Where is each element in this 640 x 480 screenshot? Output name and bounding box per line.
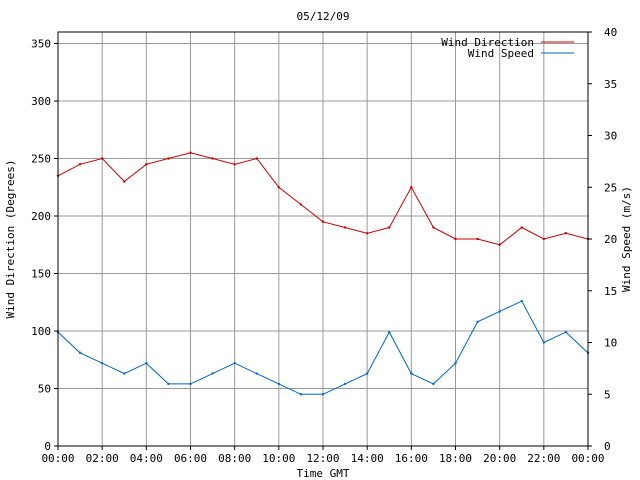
data-point bbox=[277, 382, 281, 386]
data-point bbox=[167, 382, 170, 386]
data-point bbox=[167, 157, 170, 160]
x-tick-label: 10:00 bbox=[262, 452, 295, 465]
data-point bbox=[343, 382, 347, 386]
series-layer bbox=[56, 151, 590, 396]
data-point bbox=[299, 203, 303, 206]
data-point bbox=[100, 362, 104, 365]
data-point bbox=[476, 320, 479, 323]
y-right-tick-label: 5 bbox=[604, 388, 611, 401]
legend-label-wind-direction: Wind Direction bbox=[441, 36, 534, 49]
data-point bbox=[564, 232, 568, 235]
data-point bbox=[410, 372, 413, 375]
grid-lines bbox=[58, 32, 588, 446]
chart-title: 05/12/09 bbox=[297, 10, 350, 23]
x-tick-label: 22:00 bbox=[527, 452, 560, 465]
data-point bbox=[321, 393, 325, 396]
data-point bbox=[454, 237, 457, 241]
y-left-tick-label: 100 bbox=[31, 325, 51, 338]
x-tick-label: 12:00 bbox=[306, 452, 339, 465]
y-axis-right-title: Wind Speed (m/s) bbox=[620, 186, 633, 292]
data-point bbox=[189, 151, 192, 154]
y-left-tick-label: 150 bbox=[31, 268, 51, 281]
data-point bbox=[542, 341, 546, 344]
data-point bbox=[520, 226, 523, 229]
data-point bbox=[78, 351, 82, 355]
x-tick-label: 06:00 bbox=[174, 452, 207, 465]
x-tick-label: 04:00 bbox=[130, 452, 163, 465]
y-right-tick-label: 10 bbox=[604, 337, 617, 350]
data-point bbox=[78, 163, 82, 166]
x-tick-label: 14:00 bbox=[351, 452, 384, 465]
y-left-tick-label: 250 bbox=[31, 153, 51, 166]
data-point bbox=[145, 163, 148, 166]
y-left-tick-label: 200 bbox=[31, 210, 51, 223]
y-left-tick-label: 0 bbox=[44, 440, 51, 453]
data-point bbox=[432, 226, 435, 229]
data-point bbox=[498, 243, 501, 246]
data-point bbox=[299, 393, 303, 396]
data-point bbox=[542, 237, 546, 241]
x-tick-label: 20:00 bbox=[483, 452, 516, 465]
data-point bbox=[233, 163, 236, 166]
y-right-tick-label: 20 bbox=[604, 233, 617, 246]
y-right-tick-label: 15 bbox=[604, 285, 617, 298]
data-point bbox=[365, 232, 369, 235]
data-point bbox=[189, 382, 192, 386]
data-point bbox=[145, 362, 148, 365]
data-point bbox=[255, 157, 258, 160]
data-point bbox=[255, 372, 258, 375]
data-point bbox=[100, 157, 104, 160]
data-point bbox=[454, 362, 457, 365]
y-left-tick-label: 300 bbox=[31, 95, 51, 108]
x-tick-label: 16:00 bbox=[395, 452, 428, 465]
y-left-tick-label: 350 bbox=[31, 38, 51, 51]
data-point bbox=[277, 186, 281, 189]
y-right-tick-label: 35 bbox=[604, 78, 617, 91]
y-left-tick-label: 50 bbox=[38, 383, 51, 396]
y-axis-left-title: Wind Direction (Degrees) bbox=[4, 160, 17, 319]
x-tick-label: 08:00 bbox=[218, 452, 251, 465]
data-point bbox=[388, 226, 391, 229]
y-right-tick-label: 25 bbox=[604, 181, 617, 194]
data-point bbox=[211, 372, 214, 375]
data-point bbox=[343, 226, 347, 229]
x-tick-label: 02:00 bbox=[86, 452, 119, 465]
data-point bbox=[388, 330, 391, 334]
y-right-tick-label: 0 bbox=[604, 440, 611, 453]
y-right-tick-label: 40 bbox=[604, 26, 617, 39]
data-point bbox=[432, 382, 435, 386]
tick-labels: 00:00 02:00 04:00 06:00 08:00 10:00 12:00 14:00… bbox=[31, 26, 617, 465]
x-tick-label: 00:00 bbox=[571, 452, 604, 465]
data-point bbox=[211, 157, 214, 160]
y-right-tick-label: 30 bbox=[604, 130, 617, 143]
data-point bbox=[123, 372, 126, 375]
data-point bbox=[564, 330, 568, 334]
data-point bbox=[365, 372, 369, 375]
data-point bbox=[123, 180, 126, 183]
data-point bbox=[233, 362, 236, 365]
data-point bbox=[498, 310, 501, 313]
data-point bbox=[520, 299, 523, 303]
x-tick-label: 18:00 bbox=[439, 452, 472, 465]
legend-label-wind-speed: Wind Speed bbox=[468, 47, 534, 60]
data-point bbox=[476, 237, 479, 241]
data-point bbox=[321, 220, 325, 223]
legend: Wind Direction Wind Speed bbox=[441, 36, 574, 60]
data-point bbox=[410, 186, 413, 189]
x-axis-title: Time GMT bbox=[297, 467, 350, 480]
x-tick-label: 00:00 bbox=[41, 452, 74, 465]
